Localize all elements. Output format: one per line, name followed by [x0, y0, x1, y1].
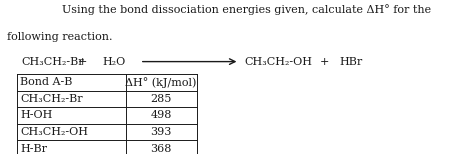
Text: H₂O: H₂O	[102, 57, 125, 67]
Text: HBr: HBr	[339, 57, 362, 67]
Text: +: +	[78, 57, 88, 67]
Text: CH₃CH₂-Br: CH₃CH₂-Br	[20, 94, 83, 104]
Text: 285: 285	[150, 94, 172, 104]
Text: H-Br: H-Br	[20, 144, 47, 154]
Text: 368: 368	[150, 144, 172, 154]
Text: +: +	[320, 57, 329, 67]
Text: CH₃CH₂-OH: CH₃CH₂-OH	[20, 127, 88, 137]
Text: CH₃CH₂-OH: CH₃CH₂-OH	[244, 57, 312, 67]
Text: CH₃CH₂-Br: CH₃CH₂-Br	[21, 57, 84, 67]
Text: Using the bond dissociation energies given, calculate ΔH° for the: Using the bond dissociation energies giv…	[62, 5, 431, 16]
Text: 498: 498	[150, 111, 172, 120]
Text: 393: 393	[150, 127, 172, 137]
Text: Bond A-B: Bond A-B	[20, 77, 73, 87]
Text: H-OH: H-OH	[20, 111, 53, 120]
Text: ΔH° (kJ/mol): ΔH° (kJ/mol)	[126, 77, 197, 88]
Text: following reaction.: following reaction.	[7, 32, 113, 42]
